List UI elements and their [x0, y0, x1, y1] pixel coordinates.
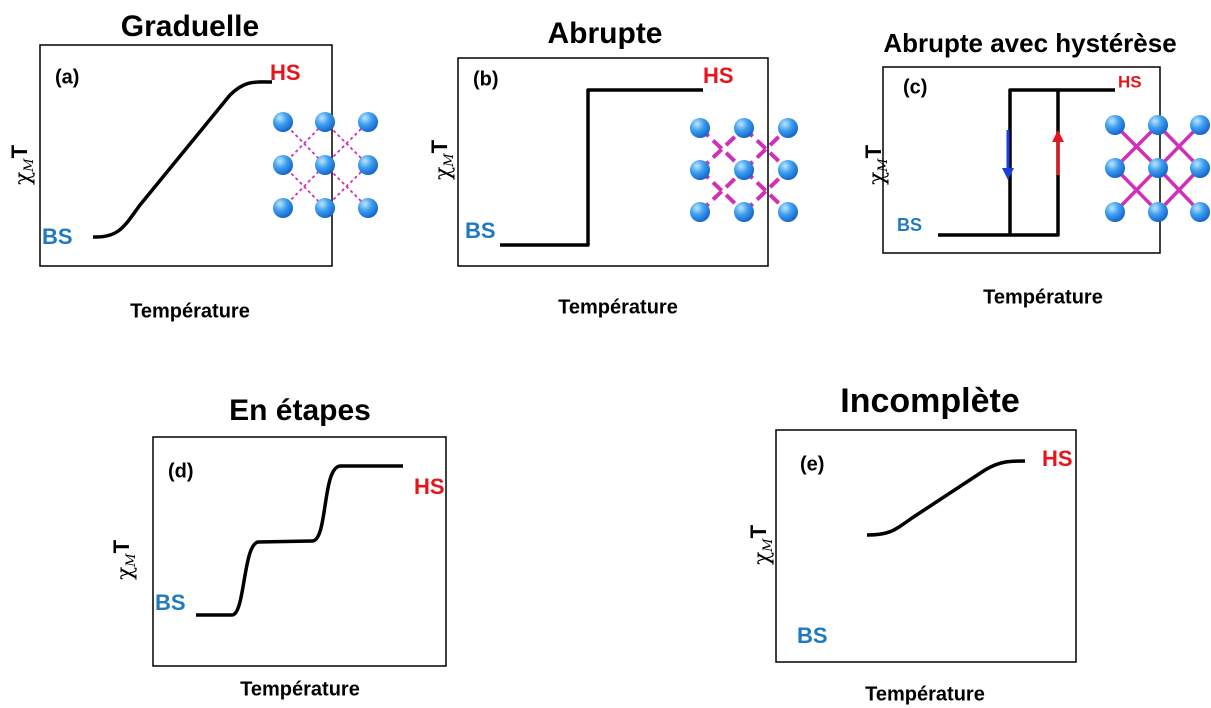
lattice-link: [698, 126, 746, 172]
plot-frame: [457, 57, 769, 267]
lattice-atom: [315, 155, 335, 175]
lattice-link: [282, 121, 326, 166]
panel-title: Incomplète: [840, 382, 1019, 420]
panel-label: (b): [473, 68, 499, 90]
hs-label: HS: [1118, 72, 1142, 91]
y-axis-subscript: M: [442, 153, 457, 168]
lattice-link: [742, 126, 790, 172]
plot-frame: [775, 429, 1077, 663]
bs-label: BS: [42, 224, 73, 249]
y-axis-tail: T: [109, 539, 134, 553]
panel-label: (d): [168, 460, 194, 482]
bs-label: BS: [155, 590, 186, 615]
x-axis-label: Température: [240, 678, 360, 700]
lattice-atom: [273, 198, 293, 218]
lattice-link: [698, 168, 746, 214]
panel-title: Graduelle: [121, 10, 259, 43]
x-axis-label: Température: [130, 300, 250, 322]
y-axis-tail: T: [746, 524, 771, 538]
transition-curve: [92, 80, 273, 239]
y-axis-label: χMT: [427, 139, 457, 180]
panel-title: En étapes: [229, 394, 371, 427]
cooling-head: [1002, 168, 1014, 180]
y-axis-label: χMT: [861, 144, 891, 185]
transition-curve: [196, 464, 403, 617]
x-axis-label: Température: [983, 286, 1103, 308]
lattice-atom: [315, 112, 335, 132]
hs-label: HS: [270, 60, 301, 85]
panel-label: (a): [55, 66, 79, 88]
lattice-atom: [1105, 158, 1125, 178]
bs-label: BS: [797, 623, 828, 648]
lattice-atom: [778, 202, 798, 222]
lattice-atom: [778, 118, 798, 138]
y-axis-symbol: χ: [11, 172, 36, 185]
lattice-link: [742, 168, 790, 214]
transition-curve: [866, 459, 1026, 537]
y-axis-subscript: M: [761, 538, 776, 553]
x-axis-label: Température: [865, 683, 985, 705]
lattice-atom: [1148, 202, 1168, 222]
lattice-atom: [1148, 115, 1168, 135]
x-axis-label: Température: [558, 296, 678, 318]
lattice-atom: [778, 160, 798, 180]
lattice-atom: [273, 112, 293, 132]
lattice-atom: [1105, 115, 1125, 135]
lattice-atom: [690, 202, 710, 222]
y-axis-label: χMT: [746, 524, 776, 565]
transition-curve: [500, 88, 703, 247]
lattice-atom: [358, 198, 378, 218]
y-axis-label: χMT: [7, 144, 37, 185]
panel-label: (c): [903, 76, 927, 98]
y-axis-symbol: χ: [113, 567, 138, 580]
lattice-atom: [690, 160, 710, 180]
lattice-link: [1156, 166, 1202, 214]
lattice-link: [1113, 123, 1160, 170]
heating-head: [1052, 130, 1064, 142]
y-axis-tail: T: [7, 144, 32, 158]
panel-label: (e): [800, 453, 824, 475]
lattice-atom: [358, 112, 378, 132]
lattice-link: [742, 126, 790, 172]
panel-title: Abrupte avec hystérèse: [883, 28, 1176, 58]
lattice-link: [742, 168, 790, 214]
bs-label: BS: [897, 215, 922, 235]
y-axis-label: χMT: [109, 539, 139, 580]
hs-label: HS: [1042, 446, 1073, 471]
lattice-link: [282, 164, 326, 209]
lattice-link: [1113, 166, 1160, 214]
bs-label: BS: [465, 218, 496, 243]
lattice-atom: [315, 198, 335, 218]
lattice-link: [698, 126, 746, 172]
lattice-link: [324, 121, 369, 166]
lattice-atom: [734, 160, 754, 180]
y-axis-tail: T: [861, 144, 886, 158]
lattice-atom: [1190, 202, 1210, 222]
lattice-link: [1156, 123, 1202, 170]
lattice-atom: [734, 202, 754, 222]
lattice-link: [698, 168, 746, 214]
y-axis-subscript: M: [124, 553, 139, 568]
lattice-atom: [1148, 158, 1168, 178]
lattice-atom: [1190, 115, 1210, 135]
y-axis-symbol: χ: [865, 172, 890, 185]
y-axis-subscript: M: [876, 158, 891, 173]
plot-frame: [152, 436, 447, 667]
panel-title: Abrupte: [548, 17, 663, 50]
lattice-atom: [1190, 158, 1210, 178]
hs-label: HS: [414, 474, 445, 499]
lattice-link: [324, 164, 369, 209]
lattice-atom: [734, 118, 754, 138]
lattice-atom: [273, 155, 293, 175]
lattice-atom: [358, 155, 378, 175]
lattice-atom: [690, 118, 710, 138]
hs-label: HS: [703, 63, 734, 88]
y-axis-symbol: χ: [750, 552, 775, 565]
y-axis-symbol: χ: [431, 167, 456, 180]
y-axis-subscript: M: [22, 158, 37, 173]
y-axis-tail: T: [427, 139, 452, 153]
lattice-atom: [1105, 202, 1125, 222]
